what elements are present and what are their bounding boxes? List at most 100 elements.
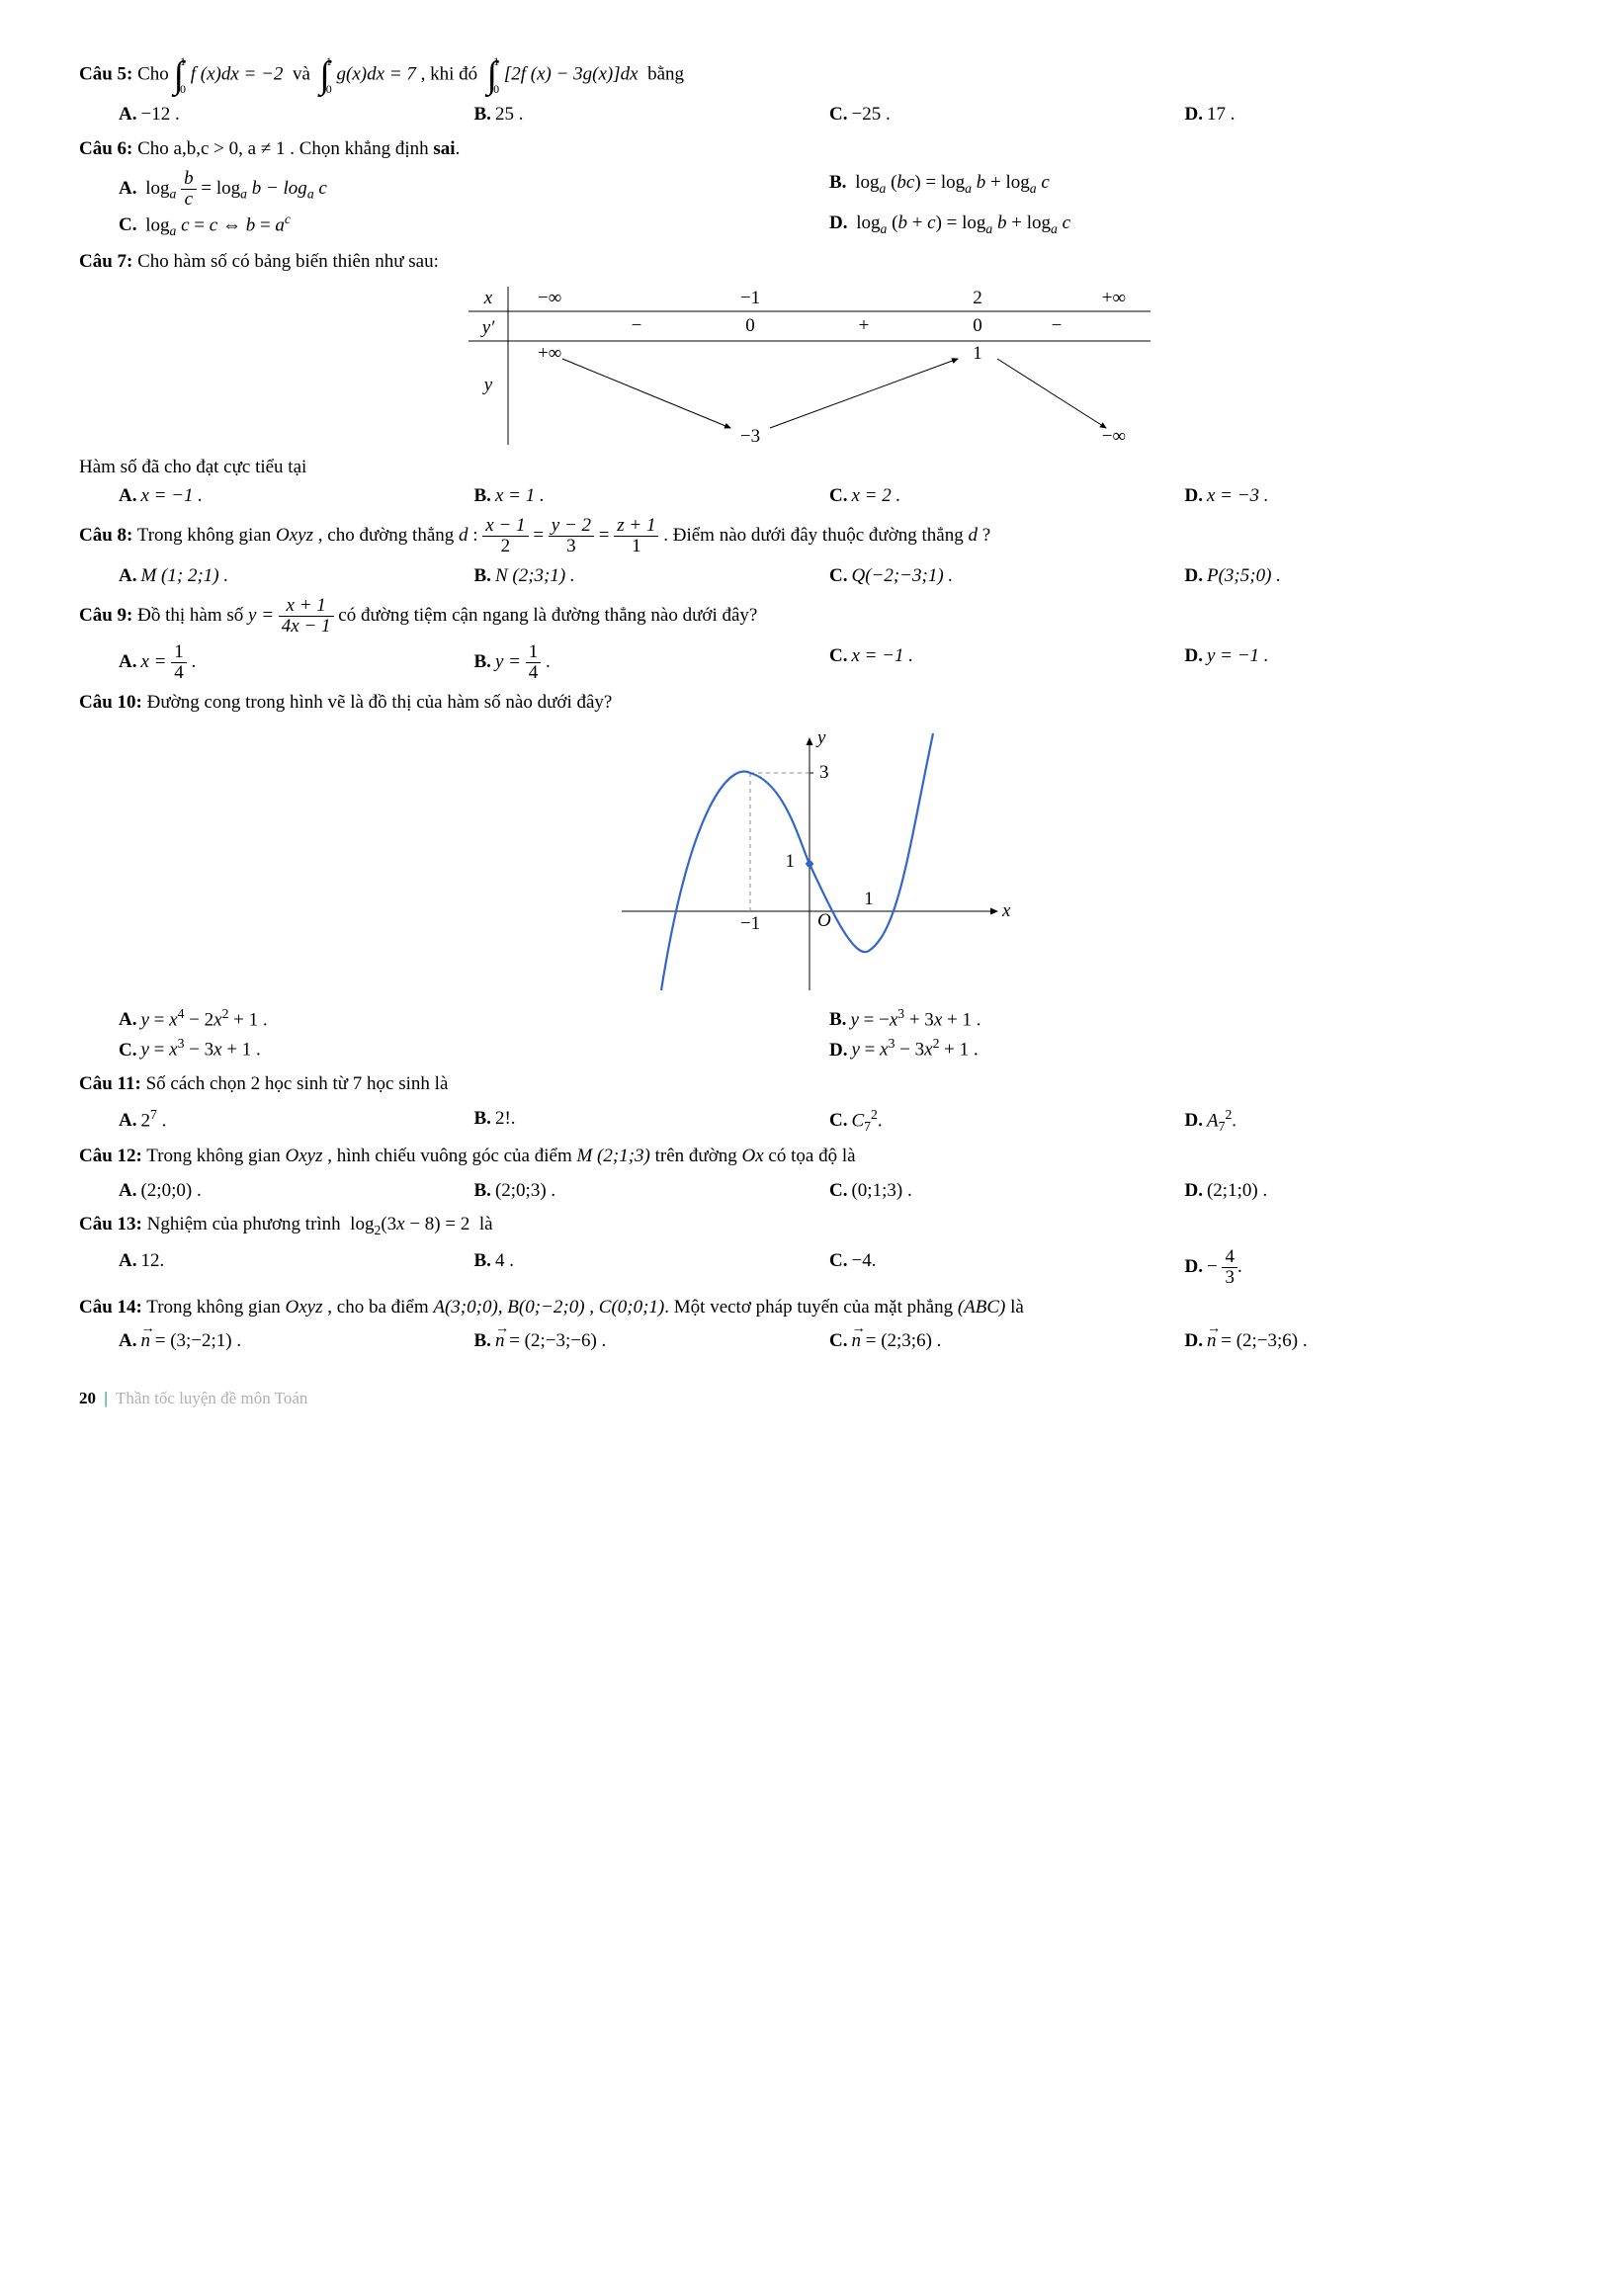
q12-opt-a: A.(2;0;0) .	[119, 1177, 474, 1206]
q11-opt-c: C.C72.	[829, 1105, 1185, 1138]
q9-opt-a: A.x = 14 .	[119, 642, 474, 683]
q5-mid2: , khi đó	[421, 63, 478, 84]
q12-options: A.(2;0;0) . B.(2;0;3) . C.(0;1;3) . D.(2…	[119, 1177, 1540, 1206]
q7-opt-c: C.x = 2 .	[829, 482, 1185, 511]
q5-label: Câu 5:	[79, 63, 132, 84]
q13-opt-a: A.12.	[119, 1247, 474, 1288]
q12-label: Câu 12:	[79, 1146, 142, 1166]
q8-opt-a: A.M (1; 2;1) .	[119, 562, 474, 591]
svg-text:y: y	[482, 375, 493, 395]
q8-label: Câu 8:	[79, 525, 132, 546]
q6-opt-b: B. loga (bc) = loga b + loga c	[829, 169, 1540, 210]
q5-options: A.−12 . B.25 . C.−25 . D.17 .	[119, 101, 1540, 129]
q14-label: Câu 14:	[79, 1297, 142, 1318]
question-11: Câu 11: Số cách chọn 2 học sinh từ 7 học…	[79, 1070, 1540, 1099]
svg-text:y′: y′	[480, 317, 495, 338]
q9-opt-d: D.y = −1 .	[1185, 642, 1541, 683]
svg-text:+∞: +∞	[1102, 288, 1126, 308]
svg-text:+: +	[859, 315, 870, 336]
svg-text:−3: −3	[740, 426, 760, 447]
q10-options: A.y = x4 − 2x2 + 1 . B.y = −x3 + 3x + 1 …	[119, 1004, 1540, 1065]
q5-int3: ∫10	[487, 55, 499, 95]
q9-label: Câu 9:	[79, 605, 132, 626]
svg-text:x: x	[483, 288, 493, 308]
question-5: Câu 5: Cho ∫10 f (x)dx = −2 và ∫10 g(x)d…	[79, 55, 1540, 95]
svg-text:O: O	[817, 910, 831, 931]
q10-opt-d: D.y = x3 − 3x2 + 1 .	[829, 1034, 1540, 1064]
q6-emph: sai	[433, 138, 455, 159]
footer-title: Thần tốc luyện đề môn Toán	[116, 1389, 307, 1407]
q7-options: A.x = −1 . B.x = 1 . C.x = 2 . D.x = −3 …	[119, 482, 1540, 511]
q6-opt-d: D. loga (b + c) = loga b + loga c	[829, 210, 1540, 242]
q6-options: A. loga bc = loga b − loga c B. loga (bc…	[119, 169, 1540, 242]
q8-options: A.M (1; 2;1) . B.N (2;3;1) . C.Q(−2;−3;1…	[119, 562, 1540, 591]
question-9: Câu 9: Đồ thị hàm số y = x + 14x − 1 có …	[79, 596, 1540, 637]
q6-text: Cho a,b,c > 0, a ≠ 1 . Chọn khẳng định	[137, 138, 433, 159]
q10-opt-c: C.y = x3 − 3x + 1 .	[119, 1034, 829, 1064]
q10-opt-a: A.y = x4 − 2x2 + 1 .	[119, 1004, 829, 1035]
q5-opt-a: A.−12 .	[119, 101, 474, 129]
q5-comb: [2f (x) − 3g(x)]dx	[504, 63, 639, 84]
q7-text: Cho hàm số có bảng biến thiên như sau:	[137, 251, 439, 272]
q11-opt-b: B.2!.	[474, 1105, 830, 1138]
q8-opt-c: C.Q(−2;−3;1) .	[829, 562, 1185, 591]
q13-options: A.12. B.4 . C.−4. D.− 43.	[119, 1247, 1540, 1288]
q14-opt-a: A.n = (3;−2;1) .	[119, 1327, 474, 1356]
q7-label: Câu 7:	[79, 251, 132, 272]
q5-opt-b: B.25 .	[474, 101, 830, 129]
svg-text:−1: −1	[740, 288, 760, 308]
q5-tail: bằng	[647, 63, 684, 84]
q7-variation-table: x y′ y −∞ −1 2 +∞ − 0 + 0 − +∞ −3 1 −∞	[464, 282, 1155, 450]
q11-opt-d: D.A72.	[1185, 1105, 1541, 1138]
q6-opt-a: A. loga bc = loga b − loga c	[119, 169, 829, 210]
q11-opt-a: A.27 .	[119, 1105, 474, 1138]
q11-label: Câu 11:	[79, 1073, 141, 1094]
q6-label: Câu 6:	[79, 138, 132, 159]
svg-text:−∞: −∞	[538, 288, 561, 308]
svg-text:y: y	[815, 727, 826, 748]
q8-opt-b: B.N (2;3;1) .	[474, 562, 830, 591]
svg-text:+∞: +∞	[538, 343, 561, 364]
svg-text:−∞: −∞	[1102, 426, 1126, 447]
question-10: Câu 10: Đường cong trong hình vẽ là đồ t…	[79, 689, 1540, 718]
q5-int2: ∫10	[319, 55, 331, 95]
svg-text:2: 2	[973, 288, 982, 308]
q13-opt-c: C.−4.	[829, 1247, 1185, 1288]
q5-f: f (x)dx = −2	[191, 63, 284, 84]
q13-label: Câu 13:	[79, 1214, 142, 1234]
q12-opt-b: B.(2;0;3) .	[474, 1177, 830, 1206]
q5-g: g(x)dx = 7	[337, 63, 416, 84]
q5-mid1: và	[293, 63, 310, 84]
q14-opt-b: B.n = (2;−3;−6) .	[474, 1327, 830, 1356]
q10-opt-b: B.y = −x3 + 3x + 1 .	[829, 1004, 1540, 1035]
page-footer: 20 | Thần tốc luyện đề môn Toán	[79, 1386, 1540, 1411]
q10-label: Câu 10:	[79, 692, 142, 713]
question-14: Câu 14: Trong không gian Oxyz , cho ba đ…	[79, 1294, 1540, 1322]
svg-text:x: x	[1001, 900, 1011, 921]
q7-after: Hàm số đã cho đạt cực tiểu tại	[79, 454, 1540, 482]
q5-opt-d: D.17 .	[1185, 101, 1541, 129]
svg-text:−1: −1	[740, 913, 760, 934]
svg-text:−: −	[632, 315, 642, 336]
question-8: Câu 8: Trong không gian Oxyz , cho đường…	[79, 516, 1540, 556]
q8-opt-d: D.P(3;5;0) .	[1185, 562, 1541, 591]
svg-text:1: 1	[864, 889, 874, 909]
q7-opt-d: D.x = −3 .	[1185, 482, 1541, 511]
svg-text:0: 0	[745, 315, 755, 336]
q11-options: A.27 . B.2!. C.C72. D.A72.	[119, 1105, 1540, 1138]
q14-options: A.n = (3;−2;1) . B.n = (2;−3;−6) . C.n =…	[119, 1327, 1540, 1356]
svg-text:3: 3	[819, 762, 829, 783]
q9-opt-c: C.x = −1 .	[829, 642, 1185, 683]
q14-opt-d: D.n = (2;−3;6) .	[1185, 1327, 1541, 1356]
q12-opt-d: D.(2;1;0) .	[1185, 1177, 1541, 1206]
svg-text:1: 1	[973, 343, 982, 364]
q13-opt-d: D.− 43.	[1185, 1247, 1541, 1288]
q7-opt-a: A.x = −1 .	[119, 482, 474, 511]
svg-text:0: 0	[973, 315, 982, 336]
q12-opt-c: C.(0;1;3) .	[829, 1177, 1185, 1206]
page-number: 20	[79, 1389, 96, 1407]
question-12: Câu 12: Trong không gian Oxyz , hình chi…	[79, 1143, 1540, 1171]
question-6: Câu 6: Cho a,b,c > 0, a ≠ 1 . Chọn khẳng…	[79, 135, 1540, 164]
q5-int1: ∫10	[174, 55, 186, 95]
question-13: Câu 13: Nghiệm của phương trình log2(3x …	[79, 1211, 1540, 1240]
